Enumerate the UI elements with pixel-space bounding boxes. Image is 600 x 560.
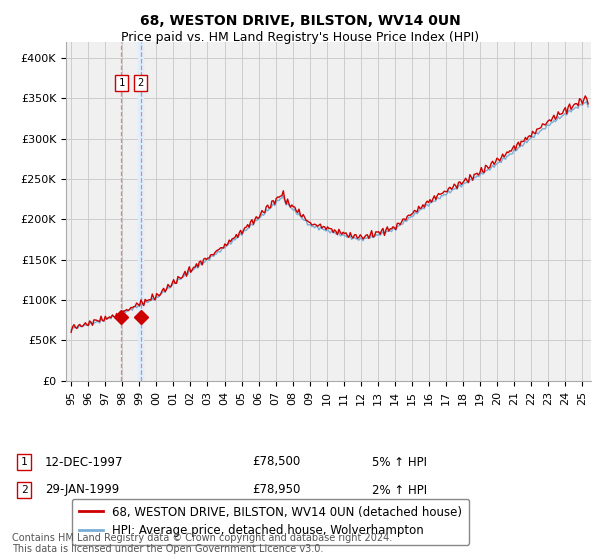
Text: 1: 1 (20, 457, 28, 467)
Text: 1: 1 (118, 78, 125, 88)
Text: 5% ↑ HPI: 5% ↑ HPI (372, 455, 427, 469)
Text: 2% ↑ HPI: 2% ↑ HPI (372, 483, 427, 497)
Text: £78,950: £78,950 (252, 483, 301, 497)
Legend: 68, WESTON DRIVE, BILSTON, WV14 0UN (detached house), HPI: Average price, detach: 68, WESTON DRIVE, BILSTON, WV14 0UN (det… (72, 498, 469, 544)
Text: 68, WESTON DRIVE, BILSTON, WV14 0UN: 68, WESTON DRIVE, BILSTON, WV14 0UN (140, 14, 460, 28)
Bar (138, 42, 143, 381)
Text: 2: 2 (137, 78, 144, 88)
Text: 29-JAN-1999: 29-JAN-1999 (45, 483, 119, 497)
Text: Price paid vs. HM Land Registry's House Price Index (HPI): Price paid vs. HM Land Registry's House … (121, 31, 479, 44)
Text: 12-DEC-1997: 12-DEC-1997 (45, 455, 124, 469)
Text: £78,500: £78,500 (252, 455, 300, 469)
Text: 2: 2 (20, 485, 28, 495)
Text: Contains HM Land Registry data © Crown copyright and database right 2024.
This d: Contains HM Land Registry data © Crown c… (12, 533, 392, 554)
